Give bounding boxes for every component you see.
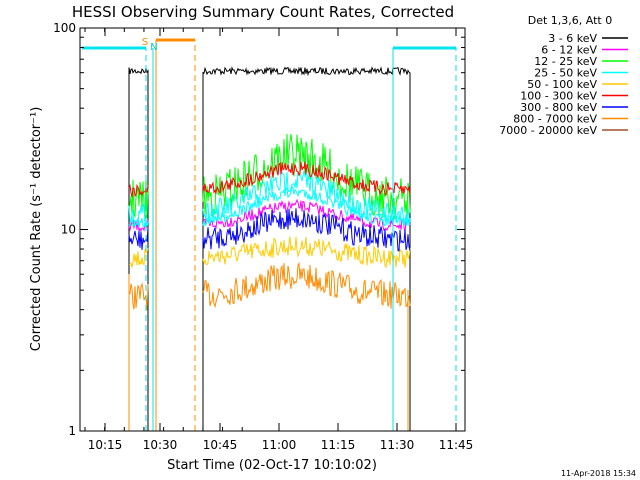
x-tick-label: 11:30 [380,438,415,452]
y-axis-label: Corrected Count Rate (s⁻¹ detector⁻¹) [29,107,44,352]
rate-bands [128,66,411,431]
legend-label: 7000 - 20000 keV [499,124,597,137]
x-tick-label: 11:15 [321,438,356,452]
annotation-n: N [150,42,157,53]
series-25-50-kev-core [128,216,149,228]
x-tick-label: 10:45 [203,438,238,452]
chart-title: HESSI Observing Summary Count Rates, Cor… [72,3,454,21]
y-tick-label: 10 [61,223,76,237]
series-25-50-kev-core [202,185,411,227]
legend-label: 300 - 800 keV [520,101,597,114]
legend-label: 100 - 300 keV [520,90,597,103]
legend-label: 12 - 25 keV [534,55,597,68]
x-tick-label: 10:30 [143,438,178,452]
y-tick-label: 1 [68,424,76,438]
y-tick-label: 100 [53,21,76,35]
series-25-50-kev [202,169,411,227]
series-300-800-kev [202,208,411,252]
legend-label: 6 - 12 keV [541,44,597,57]
x-axis-label: Start Time (02-Oct-17 10:10:02) [167,458,377,473]
axis-ticks: 1 10 100 10:15 10:30 10:45 11:00 11:15 11:30 11:4… [53,21,473,452]
legend-label: 50 - 100 keV [527,78,597,91]
series-3-6-kev [128,67,149,431]
series-3-6-kev [202,66,411,431]
series-50-100-kev [202,236,411,269]
series-50-100-kev [128,248,149,268]
series-800-7000-kev [128,282,149,310]
annotation-s: S [142,37,148,48]
timestamp: 11-Apr-2018 15:34 [561,469,636,478]
legend-label: 25 - 50 keV [534,67,597,80]
legend-title: Det 1,3,6, Att 0 [528,14,612,27]
x-tick-label: 11:45 [439,438,474,452]
series-800-7000-kev [202,261,411,309]
plot-frame [79,27,466,432]
series-300-800-kev [128,228,149,250]
x-tick-label: 11:00 [262,438,297,452]
legend-label: 800 - 7000 keV [513,113,597,126]
series-100-300-kev [128,183,149,198]
series-100-300-kev [202,161,411,197]
legend-label: 3 - 6 keV [548,32,597,45]
x-tick-label: 10:15 [88,438,123,452]
